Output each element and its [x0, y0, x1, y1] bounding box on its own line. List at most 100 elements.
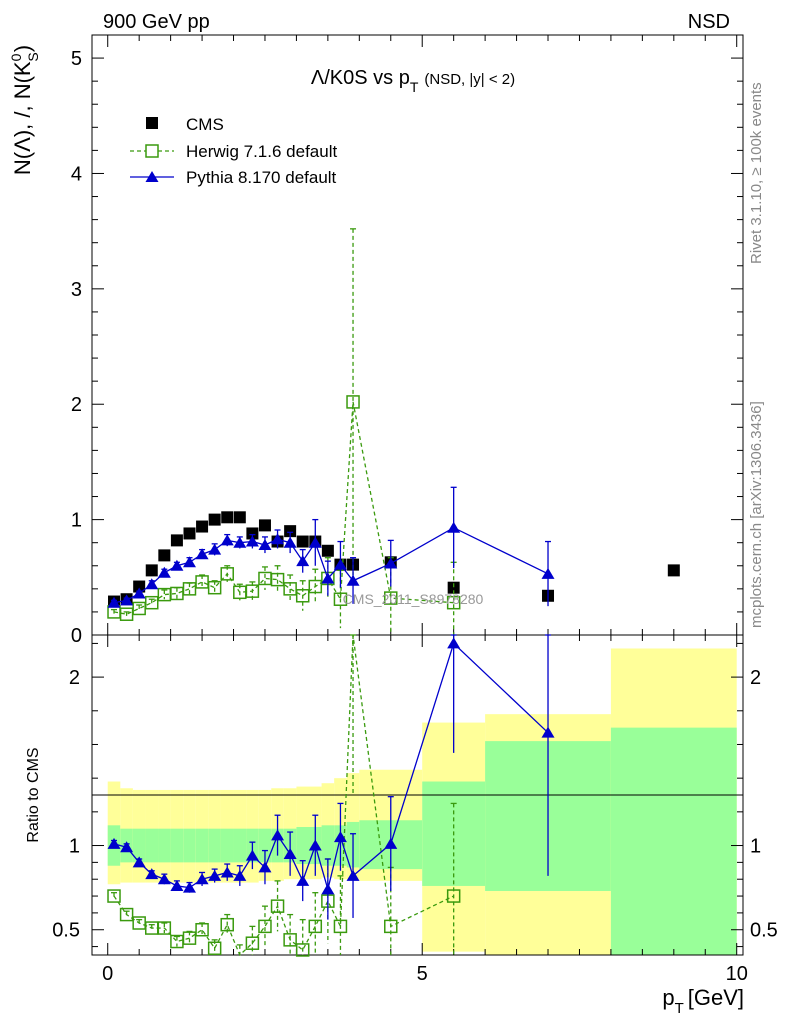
- herwig-point: [145, 595, 159, 610]
- herwig-point: [308, 579, 323, 594]
- cms-point: [284, 525, 297, 538]
- pythia-ratio-point: [132, 856, 146, 868]
- herwig-ratio-point: [107, 889, 121, 903]
- cms-point: [296, 535, 309, 548]
- ylabel-main: N(Λ), /, N(K: [10, 61, 35, 175]
- y-tick-label: 2: [71, 394, 82, 416]
- band-inner-bin: [220, 828, 234, 863]
- ratio-y-tick-label-right: 1: [750, 836, 761, 858]
- data-marks: [107, 228, 680, 957]
- herwig-point: [258, 571, 272, 586]
- title-subscript: T: [410, 79, 419, 95]
- cms-point: [667, 564, 680, 577]
- legend: CMS Herwig 7.1.6 default Pythia 8.170 de…: [130, 115, 337, 187]
- pythia-point: [233, 536, 247, 548]
- herwig-ratio-point: [295, 943, 310, 957]
- herwig-ratio-point: [207, 941, 222, 956]
- herwig-ratio-point: [182, 931, 197, 945]
- herwig-ratio-point: [270, 899, 285, 913]
- rivet-label: Rivet 3.1.10, ≥ 100k events: [748, 82, 765, 264]
- mcplots-label: mcplots.cern.ch [arXiv:1306.3436]: [748, 401, 765, 628]
- ratio-y-tick-label-left: 1: [69, 836, 80, 858]
- herwig-ratio-point: [258, 919, 272, 934]
- xlabel-main: p: [662, 985, 674, 1010]
- pythia-ratio-point: [447, 637, 461, 649]
- herwig-ratio-point: [446, 889, 461, 903]
- herwig-point: [384, 591, 398, 605]
- ylabel-close: ): [10, 45, 35, 52]
- herwig-ratio-point: [384, 919, 398, 934]
- herwig-ratio-point: [145, 921, 159, 935]
- header-right: NSD: [688, 11, 730, 33]
- pythia-point: [157, 566, 171, 578]
- pythia-point: [220, 534, 234, 546]
- herwig-point: [220, 567, 234, 581]
- pythia-ratio-point: [145, 868, 159, 880]
- pythia-ratio-point: [308, 839, 322, 851]
- legend-pythia-label: Pythia 8.170 default: [186, 168, 337, 187]
- cms-point: [208, 513, 221, 526]
- xlabel: pT [GeV]: [662, 985, 744, 1017]
- ratio-y-tick-label-right: 2: [750, 667, 761, 689]
- cms-point: [258, 519, 271, 532]
- legend-cms-marker: [146, 117, 158, 129]
- y-axis-title: N(Λ), /, N(K0S): [8, 45, 41, 175]
- herwig-point: [207, 580, 222, 595]
- band-inner-bin: [321, 825, 335, 866]
- pythia-point: [308, 536, 322, 548]
- pythia-ratio-point: [346, 869, 360, 881]
- cms-point: [158, 549, 171, 562]
- cms-point: [170, 534, 183, 547]
- cms-point: [321, 544, 334, 557]
- band-inner-bin: [170, 828, 184, 863]
- cms-point: [196, 520, 209, 533]
- pythia-ratio-point: [333, 831, 347, 843]
- pythia-point: [182, 556, 196, 568]
- pythia-point: [321, 572, 335, 584]
- band-inner-bin: [233, 828, 247, 863]
- pythia-ratio-point: [541, 726, 555, 738]
- cms-point: [133, 580, 146, 593]
- pythia-point: [384, 557, 398, 569]
- pythia-ratio-point: [271, 829, 285, 841]
- herwig-point: [446, 595, 461, 610]
- herwig-ratio-point: [220, 917, 234, 932]
- pythia-ratio-point: [296, 874, 310, 886]
- y-tick-label: 1: [71, 510, 82, 532]
- cms-point: [221, 511, 234, 524]
- pythia-point: [145, 578, 159, 590]
- pythia-ratio-point: [245, 849, 259, 861]
- herwig-point: [195, 575, 209, 589]
- pythia-point: [245, 535, 259, 547]
- pythia-ratio-point: [107, 837, 121, 849]
- pythia-point: [333, 558, 347, 570]
- pythia-point: [132, 587, 146, 599]
- legend-herwig-marker: [145, 144, 159, 158]
- herwig-point: [107, 605, 121, 619]
- pythia-point: [170, 559, 184, 571]
- ratio-y-tick-label-left: 0.5: [52, 920, 80, 942]
- herwig-ratio-point: [333, 919, 348, 934]
- herwig-ratio-point: [132, 916, 146, 930]
- pythia-ratio-point: [157, 873, 171, 885]
- y-tick-label: 4: [71, 163, 82, 185]
- pythia-ratio-point: [195, 873, 209, 885]
- y-tick-label: 3: [71, 279, 82, 301]
- herwig-point: [283, 582, 297, 596]
- ylabel-subscript: S: [25, 52, 41, 61]
- herwig-point: [333, 592, 348, 606]
- pythia-point: [120, 594, 134, 606]
- band-inner-bin: [258, 828, 272, 863]
- herwig-point: [132, 601, 146, 616]
- pythia-ratio-point: [208, 869, 222, 881]
- pythia-point: [296, 555, 310, 567]
- pythia-point: [346, 574, 360, 586]
- herwig-ratio-point: [157, 921, 172, 935]
- cms-point: [145, 564, 158, 577]
- herwig-point: [233, 585, 247, 600]
- herwig-point: [182, 582, 197, 596]
- herwig-point: [119, 607, 134, 621]
- analysis-watermark: CMS_2011_S8978280: [343, 591, 484, 607]
